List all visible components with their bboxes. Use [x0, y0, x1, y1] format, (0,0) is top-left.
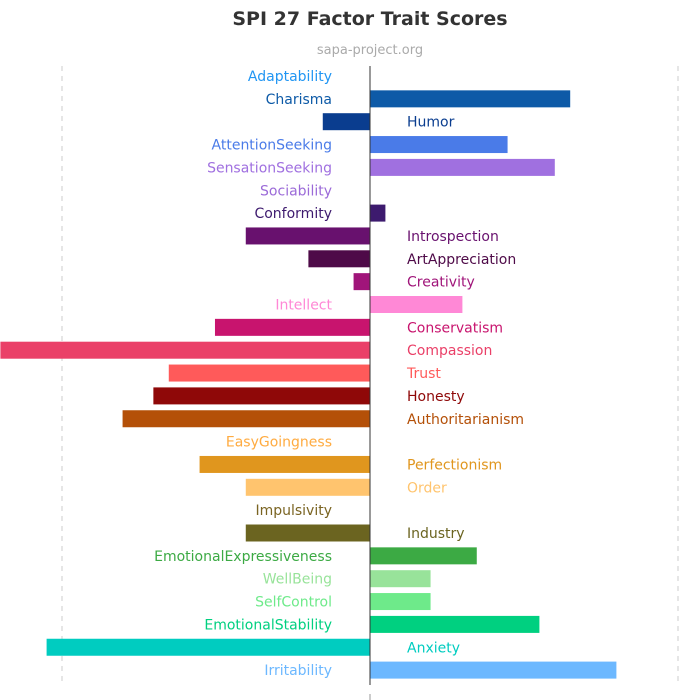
bar-Irritability — [370, 661, 617, 679]
label-Compassion: Compassion — [407, 343, 492, 359]
bar-Introspection — [245, 227, 370, 245]
bar-Humor — [322, 113, 370, 131]
bar-Intellect — [370, 296, 463, 313]
bar-Order — [245, 478, 370, 496]
label-WellBeing: WellBeing — [263, 572, 332, 588]
label-Conformity: Conformity — [254, 206, 332, 222]
chart-subtitle: sapa-project.org — [316, 43, 424, 58]
label-EmotionalExpressiveness: EmotionalExpressiveness — [154, 549, 332, 565]
bar-Conservatism — [214, 318, 370, 336]
bar-Conformity — [370, 204, 386, 222]
label-Perfectionism: Perfectionism — [407, 457, 502, 473]
label-Introspection: Introspection — [407, 229, 499, 245]
label-AttentionSeeking: AttentionSeeking — [212, 138, 332, 154]
label-Industry: Industry — [407, 526, 465, 542]
label-SensationSeeking: SensationSeeking — [207, 160, 332, 176]
label-Sociability: Sociability — [260, 183, 332, 199]
label-SelfControl: SelfControl — [255, 595, 332, 611]
label-Authoritarianism: Authoritarianism — [407, 412, 524, 428]
bar-Anxiety — [46, 638, 370, 656]
bar-Compassion — [0, 341, 371, 359]
chart-title: SPI 27 Factor Trait Scores — [232, 8, 508, 30]
bar-Perfectionism — [199, 455, 370, 473]
label-Conservatism: Conservatism — [407, 320, 503, 336]
bar-ArtAppreciation — [308, 250, 370, 268]
bar-EmotionalExpressiveness — [370, 547, 477, 565]
label-Charisma: Charisma — [266, 92, 332, 108]
bar-EmotionalStability — [370, 615, 540, 633]
bar-WellBeing — [370, 570, 431, 588]
label-Impulsivity: Impulsivity — [255, 503, 332, 519]
label-Order: Order — [407, 480, 447, 496]
label-Anxiety: Anxiety — [407, 640, 460, 656]
label-Intellect: Intellect — [275, 298, 332, 314]
bar-Industry — [245, 524, 370, 542]
label-Adaptability: Adaptability — [248, 69, 332, 85]
label-Irritability: Irritability — [264, 663, 332, 679]
label-EmotionalStability: EmotionalStability — [204, 617, 332, 633]
bar-Authoritarianism — [122, 410, 370, 428]
bar-Honesty — [153, 387, 370, 405]
label-Trust: Trust — [406, 366, 441, 382]
bar-Charisma — [370, 90, 571, 108]
label-Honesty: Honesty — [407, 389, 465, 405]
label-Humor: Humor — [407, 115, 455, 131]
bar-SensationSeeking — [370, 158, 555, 176]
bar-AttentionSeeking — [370, 136, 508, 154]
label-EasyGoingness: EasyGoingness — [226, 435, 332, 451]
bar-SelfControl — [370, 593, 431, 611]
label-Creativity: Creativity — [407, 275, 475, 291]
bar-Creativity — [353, 273, 370, 291]
bar-Trust — [168, 364, 370, 382]
label-ArtAppreciation: ArtAppreciation — [407, 252, 516, 268]
